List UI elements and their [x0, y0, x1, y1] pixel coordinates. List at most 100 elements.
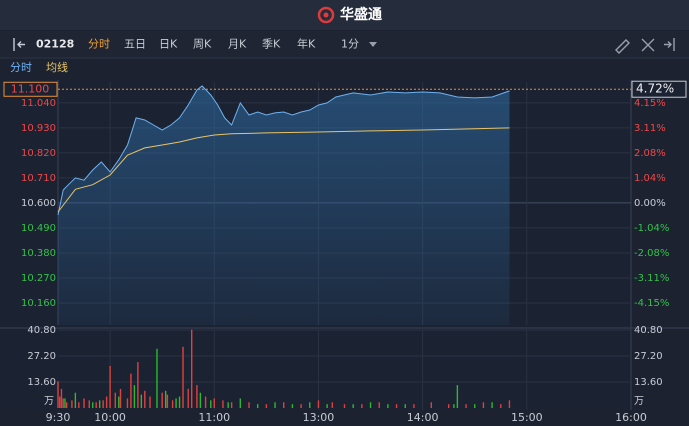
y2-tick-label: -2.08%	[634, 248, 669, 259]
volume-bar	[230, 402, 233, 408]
volume-bar	[164, 390, 167, 408]
y2-tick-label: -4.15%	[634, 298, 669, 309]
y-tick-label: 40.80	[27, 325, 56, 336]
price-line	[57, 85, 510, 216]
y2-tick-label: 40.80	[634, 325, 663, 336]
x-tick-label: 14:00	[407, 411, 439, 424]
volume-bar	[500, 404, 502, 408]
volume-bar	[133, 385, 136, 408]
volume-bar	[95, 402, 97, 408]
y-tick-label: 10.930	[21, 123, 56, 134]
volume-bar	[137, 362, 139, 408]
volume-bar	[331, 402, 334, 408]
period-tab[interactable]: 周K	[193, 38, 212, 51]
volume-bar	[239, 398, 242, 408]
y-tick-label: 13.60	[27, 377, 56, 388]
volume-bar	[102, 400, 104, 408]
volume-bar	[369, 402, 372, 408]
volume-bar	[482, 402, 485, 408]
volume-bar	[378, 402, 380, 408]
volume-bar	[274, 402, 276, 408]
brand-logo	[317, 6, 335, 24]
volume-bar	[130, 373, 132, 408]
brand: 华盛通	[340, 6, 382, 23]
x-tick-label: 15:00	[511, 411, 543, 424]
volume-bar	[161, 392, 163, 408]
volume-bar	[140, 394, 143, 408]
x-tick-label: 13:00	[303, 411, 335, 424]
period-tab[interactable]: 日K	[159, 38, 178, 51]
volume-bar	[126, 398, 129, 408]
period-tab[interactable]: 季K	[262, 38, 281, 51]
x-tick-label: 9:30	[46, 411, 71, 424]
volume-bar	[352, 404, 354, 408]
y-tick-label: 10.490	[21, 223, 56, 234]
volume-bar	[149, 396, 151, 408]
volume-bar	[60, 388, 63, 408]
volume-bar	[491, 402, 493, 408]
volume-bar	[65, 402, 68, 408]
volume-bar	[508, 400, 511, 408]
volume-bar	[144, 390, 146, 408]
volume-bar	[83, 398, 85, 408]
collapse-icon[interactable]	[13, 38, 25, 51]
title-bar	[0, 0, 689, 30]
volume-bar	[343, 404, 346, 408]
volume-bar	[191, 329, 193, 408]
y-tick-label: 10.160	[21, 298, 56, 309]
volume-unit: 万	[44, 396, 54, 407]
volume-bar	[88, 400, 90, 408]
volume-bar	[453, 404, 455, 408]
volume-bar	[64, 398, 66, 408]
period-tab[interactable]: 年K	[297, 37, 316, 51]
volume-bar	[204, 396, 207, 408]
toolbar	[0, 31, 689, 58]
y2-tick-label: 4.15%	[634, 98, 666, 109]
dropdown-arrow[interactable]	[369, 42, 377, 47]
volume-bar	[430, 402, 433, 408]
price-area	[58, 85, 510, 326]
volume-bar	[62, 398, 64, 408]
volume-bar	[404, 404, 406, 408]
y2-tick-label: -1.04%	[634, 223, 669, 234]
volume-bar	[265, 404, 268, 408]
volume-bar	[71, 400, 73, 408]
y2-tick-label: 1.04%	[634, 173, 666, 184]
volume-bar	[57, 381, 59, 408]
volume-bar	[326, 404, 328, 408]
volume-bar	[361, 404, 363, 408]
y-tick-label: 11.040	[21, 98, 56, 109]
volume-bar	[256, 404, 259, 408]
volume-bar	[196, 385, 198, 408]
volume-bar	[474, 404, 476, 408]
period-tab[interactable]: 五日	[124, 38, 146, 51]
legend-label: 分时	[10, 61, 32, 74]
volume-bar	[182, 346, 184, 408]
last-change-label: 4.72%	[636, 82, 674, 96]
y2-tick-label: 2.08%	[634, 148, 666, 159]
y2-tick-label: 13.60	[634, 377, 663, 388]
volume-bar	[222, 400, 224, 408]
volume-bar	[78, 402, 80, 408]
volume-bar	[456, 385, 459, 408]
x-tick-label: 11:00	[198, 411, 230, 424]
y-tick-label: 27.20	[27, 351, 56, 362]
y-tick-label: 10.600	[21, 198, 56, 209]
volume-bar	[213, 398, 215, 408]
volume-bar	[92, 402, 94, 408]
volume-bar	[465, 404, 467, 408]
volume-bar	[300, 404, 302, 408]
volume-bar	[105, 396, 108, 408]
volume-bar	[317, 400, 320, 408]
x-tick-label: 16:00	[615, 411, 647, 424]
period-tab[interactable]: 1分	[341, 38, 359, 51]
volume-bar	[98, 400, 101, 408]
last-price-box	[3, 81, 58, 97]
period-tab[interactable]: 月K	[228, 38, 247, 51]
y2-tick-label: 0.00%	[634, 198, 666, 209]
volume-bar	[166, 394, 169, 408]
volume-bar	[109, 365, 111, 408]
edit-icon[interactable]	[615, 38, 675, 54]
period-tab[interactable]: 分时	[88, 38, 110, 51]
